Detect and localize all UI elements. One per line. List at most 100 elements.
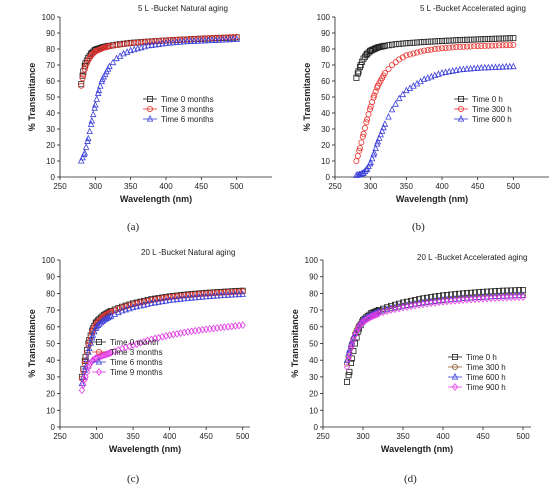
data-point bbox=[224, 291, 232, 298]
data-point bbox=[173, 36, 180, 43]
data-point bbox=[389, 62, 396, 69]
data-point bbox=[360, 169, 367, 176]
data-point bbox=[392, 59, 399, 66]
x-tick-label: 350 bbox=[400, 182, 414, 191]
y-tick-label: 10 bbox=[309, 406, 318, 415]
y-tick-label: 90 bbox=[321, 29, 330, 38]
y-tick-label: 80 bbox=[309, 289, 318, 298]
data-point bbox=[519, 293, 527, 301]
data-point bbox=[239, 321, 246, 329]
data-point bbox=[83, 60, 90, 67]
legend-label: Time 6 months bbox=[110, 358, 163, 367]
legend-marker bbox=[451, 353, 458, 360]
data-point bbox=[82, 63, 89, 70]
data-point bbox=[159, 39, 166, 47]
chart-panel-2: 5 L -Bucket Accelerated aging 0 10 20 30 40 50… bbox=[302, 4, 549, 233]
data-point bbox=[347, 359, 354, 366]
data-point bbox=[81, 66, 88, 73]
data-point bbox=[387, 302, 394, 309]
data-point bbox=[219, 34, 226, 41]
data-point bbox=[463, 43, 470, 50]
data-point bbox=[180, 294, 188, 302]
legend-label: Time 300 h bbox=[466, 363, 506, 372]
data-point bbox=[428, 38, 435, 45]
legend-label: Time 0 h bbox=[466, 353, 497, 362]
data-point bbox=[449, 67, 456, 74]
data-point bbox=[481, 63, 489, 71]
data-point bbox=[485, 42, 492, 49]
data-point bbox=[366, 106, 373, 113]
data-point bbox=[79, 75, 86, 82]
data-point bbox=[485, 36, 492, 43]
x-tick-label: 350 bbox=[396, 432, 410, 441]
data-point bbox=[215, 34, 222, 41]
data-point bbox=[424, 47, 431, 54]
data-point bbox=[345, 372, 352, 379]
data-point bbox=[173, 38, 180, 45]
data-point bbox=[474, 43, 481, 50]
data-point bbox=[212, 36, 219, 43]
data-point bbox=[184, 294, 192, 301]
data-point bbox=[118, 344, 126, 353]
data-point bbox=[87, 339, 94, 346]
data-point bbox=[346, 368, 353, 375]
data-point bbox=[474, 36, 481, 43]
data-point bbox=[159, 297, 166, 305]
data-point bbox=[159, 37, 166, 44]
y-tick-label: 90 bbox=[309, 273, 318, 282]
y-tick-label: 80 bbox=[46, 289, 55, 298]
data-point bbox=[144, 297, 151, 304]
data-point bbox=[187, 36, 194, 43]
data-point bbox=[228, 288, 235, 295]
data-point bbox=[453, 37, 460, 44]
data-point bbox=[145, 41, 152, 49]
data-point bbox=[471, 36, 478, 43]
data-point bbox=[232, 288, 239, 295]
data-point bbox=[389, 41, 396, 48]
data-point bbox=[361, 125, 368, 132]
data-point bbox=[368, 154, 376, 162]
data-point bbox=[503, 42, 510, 49]
y-tick-label: 70 bbox=[46, 306, 55, 315]
data-point bbox=[206, 290, 213, 297]
y-tick-label: 50 bbox=[321, 93, 330, 102]
data-point bbox=[510, 35, 517, 42]
data-point bbox=[120, 41, 127, 48]
data-point bbox=[205, 36, 212, 44]
data-point bbox=[217, 291, 225, 299]
data-point bbox=[378, 127, 386, 134]
data-point bbox=[385, 113, 392, 120]
data-point bbox=[173, 293, 180, 300]
data-point bbox=[424, 38, 431, 45]
data-point bbox=[399, 299, 406, 306]
data-point bbox=[191, 35, 198, 42]
data-point bbox=[359, 58, 366, 65]
y-tick-label: 70 bbox=[309, 306, 318, 315]
x-tick-label: 450 bbox=[476, 432, 490, 441]
data-point bbox=[506, 42, 513, 49]
data-point bbox=[374, 310, 381, 318]
data-point bbox=[502, 62, 510, 70]
y-tick-label: 100 bbox=[317, 13, 331, 22]
x-tick-label: 500 bbox=[516, 432, 530, 441]
series-time-6-months bbox=[77, 35, 240, 164]
data-point bbox=[369, 312, 376, 320]
data-point bbox=[166, 294, 173, 301]
y-tick-label: 100 bbox=[305, 256, 319, 265]
y-tick-label: 30 bbox=[309, 373, 318, 382]
data-point bbox=[481, 42, 488, 49]
data-point bbox=[488, 42, 495, 49]
data-point bbox=[481, 36, 488, 43]
data-point bbox=[229, 35, 237, 43]
x-tick-label: 300 bbox=[90, 432, 104, 441]
x-axis-label: Wavelength (nm) bbox=[120, 194, 192, 204]
data-point bbox=[366, 313, 373, 322]
legend-marker bbox=[95, 368, 103, 376]
data-point bbox=[463, 65, 471, 72]
y-tick-label: 40 bbox=[321, 109, 330, 118]
data-point bbox=[203, 290, 210, 297]
data-point bbox=[367, 312, 375, 321]
data-point bbox=[226, 34, 233, 41]
